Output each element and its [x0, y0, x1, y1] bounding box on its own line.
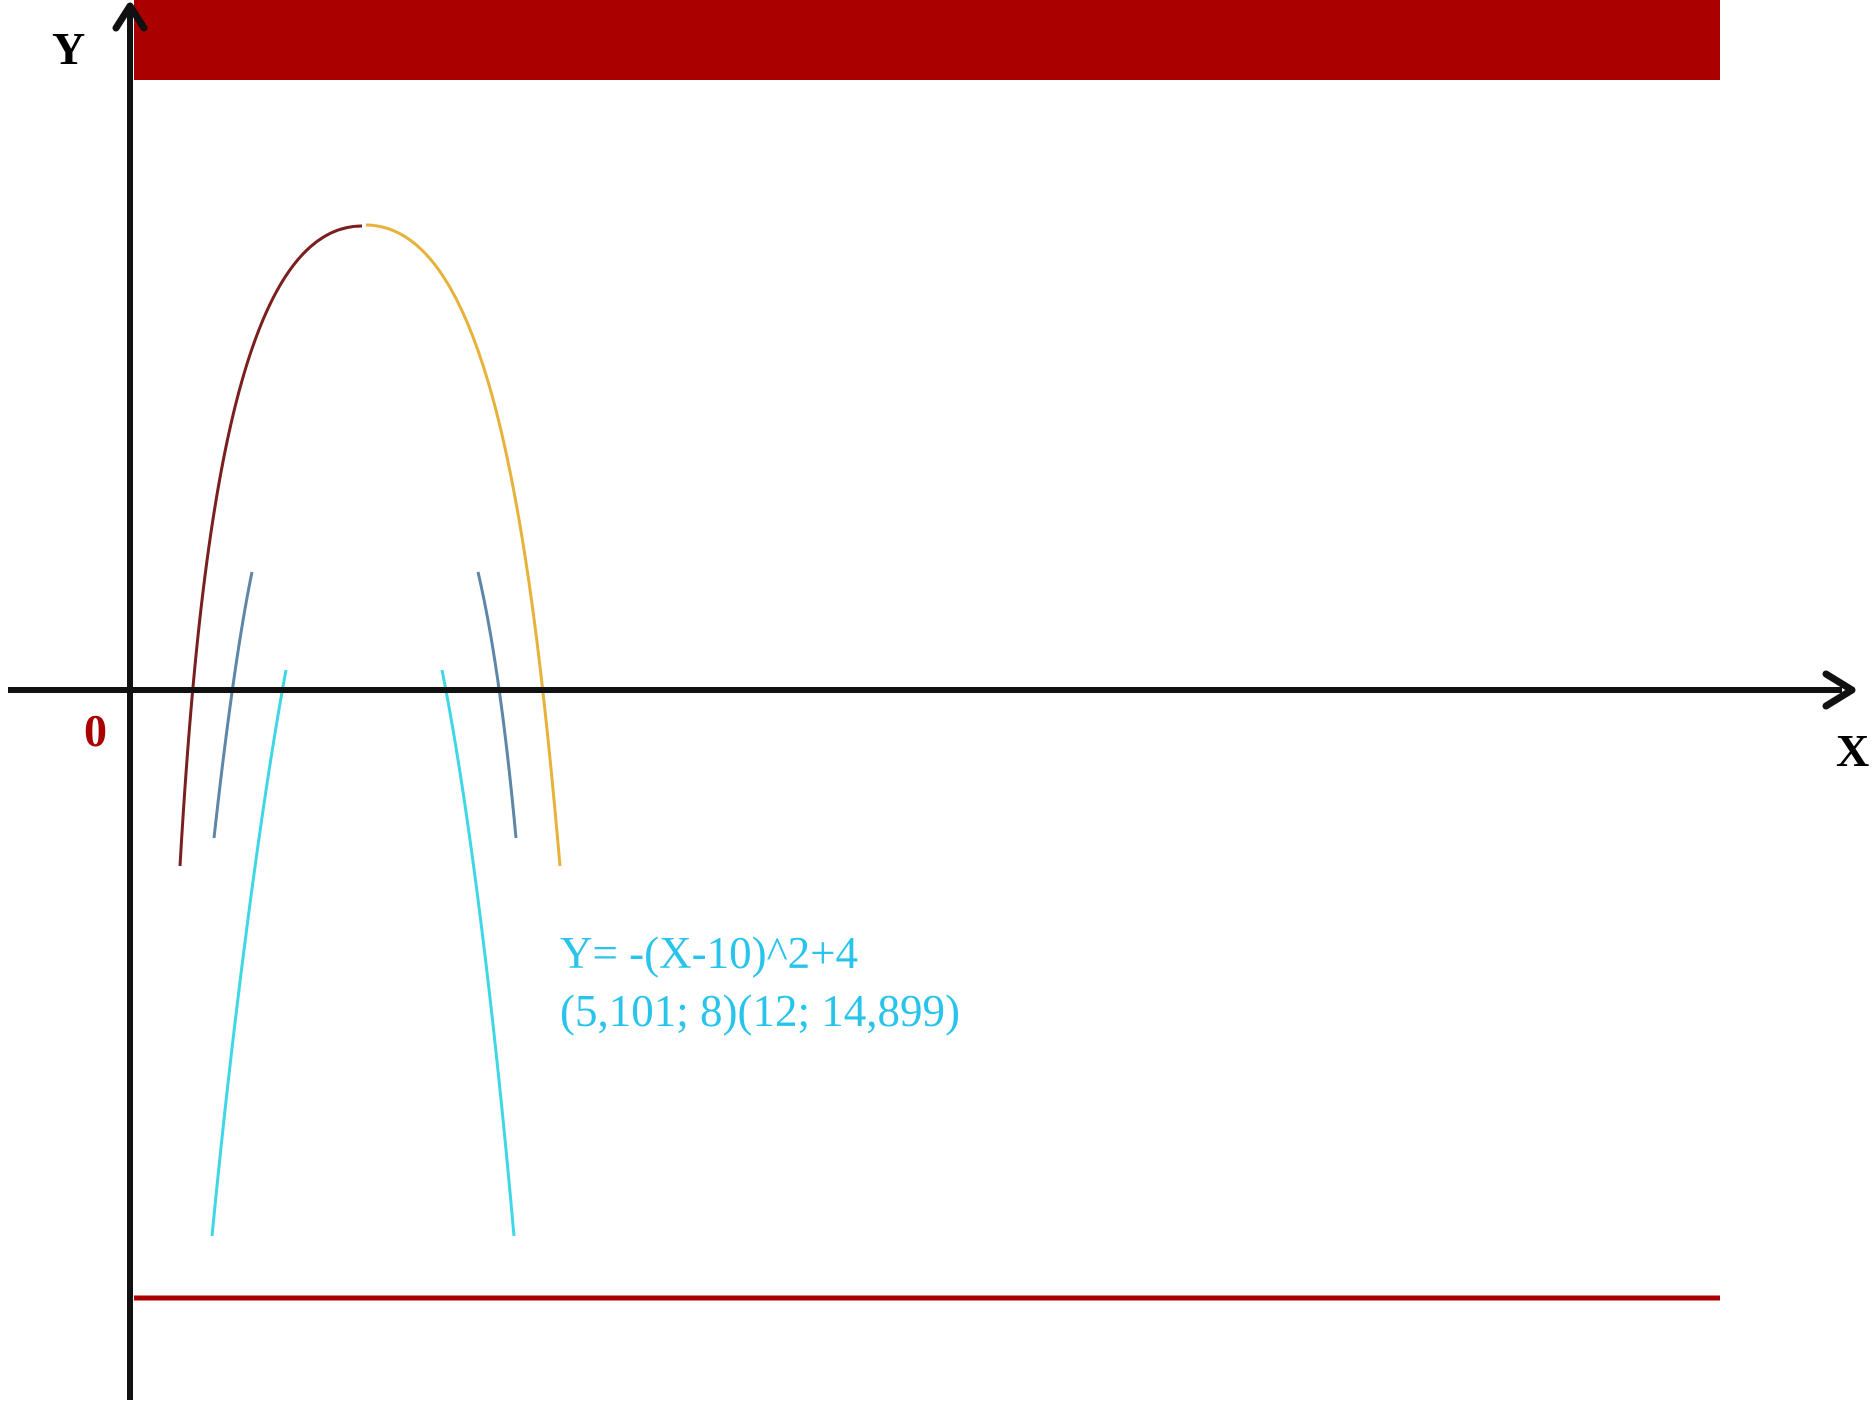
equation-annotation: Y= -(X-10)^2+4 (5,101; 8)(12; 14,899) — [560, 924, 960, 1040]
parabola-middle-left-arc — [212, 571, 254, 839]
parabola-middle-right-arc — [476, 571, 518, 839]
top-banner — [134, 0, 1720, 80]
y-axis-label: Y — [52, 23, 86, 74]
x-axis-arrowhead — [1822, 670, 1856, 710]
parabola-outer-right-arc — [365, 223, 562, 867]
x-axis-label: X — [1836, 725, 1870, 776]
y-axis-arrowhead — [112, 2, 148, 32]
parabola-outer-left-arc — [178, 224, 363, 867]
origin-label: 0 — [84, 705, 107, 756]
equation-formula: Y= -(X-10)^2+4 — [560, 928, 859, 978]
parabola-inner-left-arc — [210, 669, 288, 1237]
equation-points: (5,101; 8)(12; 14,899) — [560, 986, 960, 1036]
parabola-inner-right-arc — [440, 669, 516, 1237]
